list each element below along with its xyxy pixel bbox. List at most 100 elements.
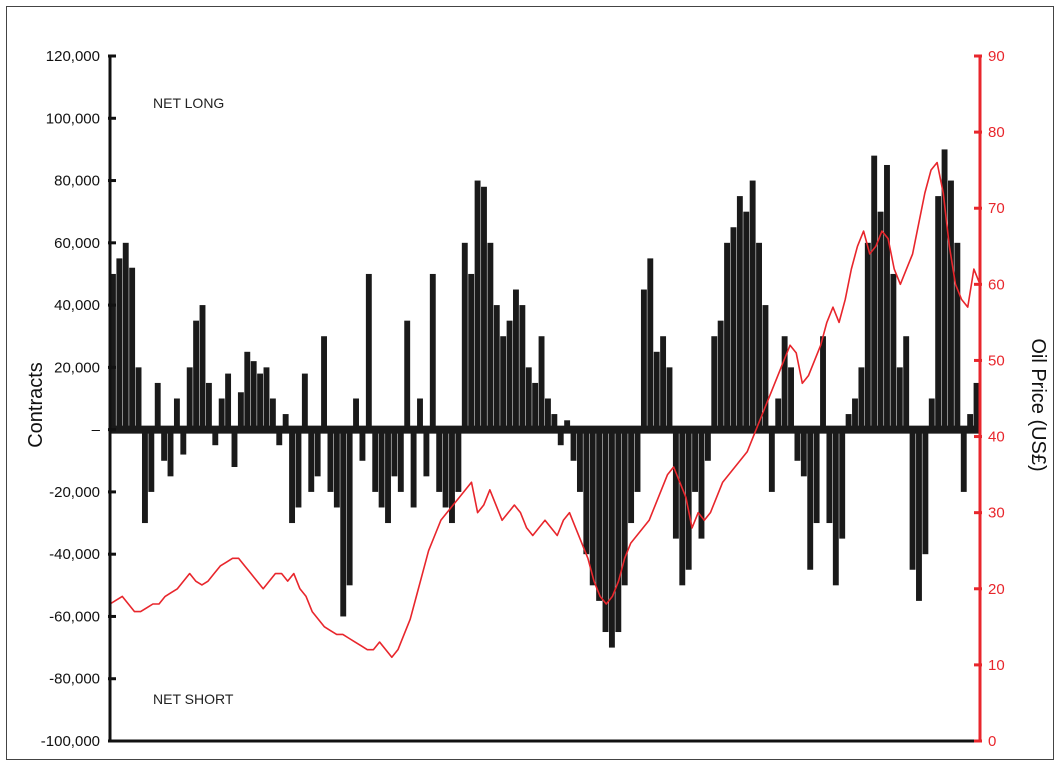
net-position-bar xyxy=(455,429,462,492)
net-position-bar xyxy=(269,398,276,430)
zero-band xyxy=(110,425,980,434)
net-position-bar xyxy=(519,305,526,430)
net-position-bar xyxy=(660,336,667,430)
net-position-bar xyxy=(896,367,903,430)
right-tick-label: 20 xyxy=(988,581,1005,598)
net-position-bar xyxy=(775,398,782,430)
net-position-bar xyxy=(576,429,583,492)
net-position-bar xyxy=(621,429,628,586)
net-position-bar xyxy=(276,429,283,446)
net-position-bar xyxy=(711,336,718,430)
net-position-bar xyxy=(417,398,423,430)
axes xyxy=(108,54,982,743)
left-tick-label: 60,000 xyxy=(54,235,100,252)
net-long-label: NET LONG xyxy=(153,95,224,111)
net-position-bar xyxy=(442,429,449,508)
net-position-bar xyxy=(231,429,238,467)
net-position-bar xyxy=(212,429,219,446)
net-position-bar xyxy=(449,429,455,524)
right-tick-label: 0 xyxy=(988,733,996,750)
net-position-bar xyxy=(948,180,954,430)
net-position-bar xyxy=(583,429,590,555)
net-position-bar xyxy=(167,429,174,477)
net-position-bar xyxy=(321,336,327,430)
net-position-bar xyxy=(666,367,673,430)
net-position-bar xyxy=(909,429,916,570)
net-position-bar xyxy=(257,373,264,430)
net-position-bar xyxy=(890,273,897,430)
net-position-bar xyxy=(513,289,519,430)
right-tick-label: 30 xyxy=(988,505,1005,522)
net-position-bar xyxy=(110,273,116,430)
net-position-bar xyxy=(333,429,340,508)
net-position-bar xyxy=(960,429,967,492)
net-position-bar xyxy=(385,429,391,524)
net-position-bar xyxy=(596,429,603,601)
net-position-bar xyxy=(922,429,929,555)
net-position-bar xyxy=(122,242,129,430)
net-position-bar xyxy=(180,429,187,455)
oil-price-line xyxy=(109,161,981,659)
net-position-bar xyxy=(653,351,660,430)
net-position-bar xyxy=(954,242,961,430)
net-position-bar xyxy=(148,429,155,492)
net-position-bar xyxy=(692,429,699,492)
right-axis-title: Oil Price (US£) xyxy=(1027,338,1049,471)
net-position-bar xyxy=(372,429,379,492)
net-position-bar xyxy=(685,429,692,570)
net-position-bar xyxy=(551,414,558,430)
net-position-bar xyxy=(378,429,385,508)
net-position-bar xyxy=(570,429,577,461)
net-position-bar xyxy=(941,149,948,430)
net-position-bar xyxy=(807,429,814,570)
net-position-bar xyxy=(589,429,596,586)
net-position-bars xyxy=(110,149,980,648)
net-position-bar xyxy=(871,155,878,430)
net-position-bar xyxy=(903,336,910,430)
net-position-bar xyxy=(129,267,136,430)
net-position-bar xyxy=(698,429,705,539)
net-position-bar xyxy=(237,392,244,430)
net-position-bar xyxy=(858,367,865,430)
net-position-bar xyxy=(615,429,622,633)
net-position-bar xyxy=(116,258,123,430)
net-position-bar xyxy=(263,367,270,430)
net-position-bar xyxy=(672,429,679,539)
net-position-bar xyxy=(161,429,168,461)
chart-frame: 120,000 100,000 80,000 60,000 40,000 20,000 – -… xyxy=(6,6,1054,760)
net-position-bar xyxy=(500,336,507,430)
left-tick-label: -100,000 xyxy=(41,733,100,750)
net-position-bar xyxy=(186,367,193,430)
net-position-bar xyxy=(788,367,794,430)
net-position-bar xyxy=(506,320,513,430)
net-position-bar xyxy=(487,242,494,430)
net-position-bar xyxy=(832,429,839,586)
net-position-bar xyxy=(340,429,347,617)
net-position-bar xyxy=(301,373,308,430)
net-position-bar xyxy=(461,242,468,430)
net-position-bar xyxy=(813,429,820,524)
right-tick-label: 70 xyxy=(988,200,1005,217)
net-position-bar xyxy=(289,429,296,524)
left-tick-label: – xyxy=(92,422,101,439)
net-position-bar xyxy=(800,429,807,477)
left-tick-label: 40,000 xyxy=(54,297,100,314)
net-position-bar xyxy=(564,420,571,430)
net-position-bar xyxy=(973,382,980,430)
net-position-bar xyxy=(295,429,302,508)
net-position-bar xyxy=(404,320,411,430)
net-position-bar xyxy=(545,398,551,430)
net-position-bar xyxy=(327,429,334,492)
left-tick-label: -20,000 xyxy=(49,484,100,501)
right-tick-label: 90 xyxy=(988,48,1005,65)
net-position-bar xyxy=(244,351,251,430)
net-position-bar xyxy=(794,429,801,461)
net-position-bar xyxy=(749,180,756,430)
net-position-bar xyxy=(525,367,532,430)
net-position-bar xyxy=(634,429,641,492)
net-position-bar xyxy=(199,305,206,430)
net-position-bar xyxy=(493,305,500,430)
net-position-bar xyxy=(481,186,487,430)
net-position-bar xyxy=(365,273,372,430)
net-position-bar xyxy=(768,429,775,492)
